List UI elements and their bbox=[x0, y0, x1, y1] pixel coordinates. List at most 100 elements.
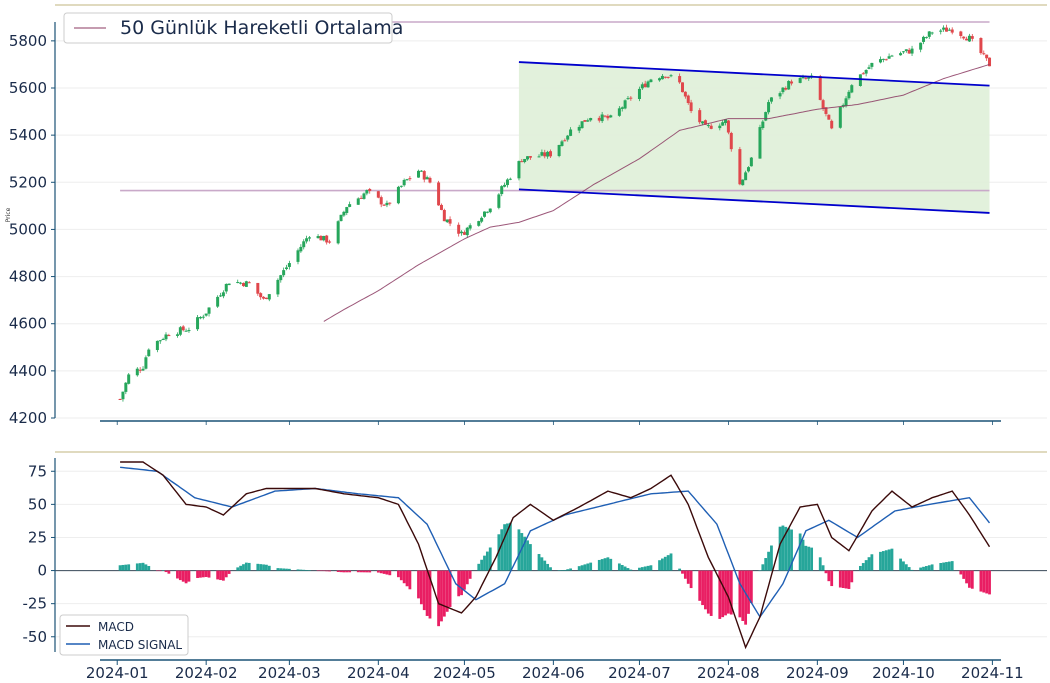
macd-legend: MACD MACD SIGNAL bbox=[59, 614, 189, 656]
candle-up bbox=[196, 317, 200, 330]
histogram-bar-positive bbox=[500, 529, 504, 571]
candle-up bbox=[623, 100, 627, 109]
candle-up bbox=[927, 31, 931, 37]
candle-down bbox=[686, 95, 690, 103]
candle-down bbox=[319, 235, 323, 241]
histogram-bar-negative bbox=[388, 570, 392, 576]
candle-down bbox=[689, 102, 693, 112]
candle-down bbox=[376, 191, 380, 198]
candle-down bbox=[666, 76, 670, 78]
histogram-bar-negative bbox=[178, 570, 182, 581]
histogram-bar-negative bbox=[328, 570, 331, 572]
macd-y-tick-label: -50 bbox=[23, 628, 48, 646]
histogram-bar-positive bbox=[586, 563, 590, 571]
histogram-bar-positive bbox=[890, 548, 894, 571]
candle-down bbox=[884, 59, 888, 61]
x-tick-label: 2024-04 bbox=[347, 664, 410, 682]
candle-up bbox=[890, 55, 894, 57]
histogram-bar-positive bbox=[947, 561, 951, 571]
candle-down bbox=[804, 77, 808, 79]
histogram-bar-positive bbox=[669, 553, 673, 571]
candle-up bbox=[305, 238, 309, 242]
candle-up bbox=[919, 42, 923, 50]
histogram-bar-positive bbox=[678, 568, 682, 571]
candle-up bbox=[201, 316, 205, 318]
histogram-bar-positive bbox=[287, 568, 291, 571]
histogram-bar-negative bbox=[744, 570, 748, 625]
histogram-bar-positive bbox=[262, 564, 265, 571]
candle-down bbox=[325, 235, 329, 243]
histogram-bar-positive bbox=[867, 557, 871, 571]
candle-down bbox=[259, 293, 263, 298]
candle-up bbox=[227, 283, 231, 286]
candle-up bbox=[285, 267, 289, 270]
price-y-axis-label: Price bbox=[5, 207, 12, 222]
candle-up bbox=[399, 185, 403, 187]
candle-up bbox=[586, 120, 590, 122]
histogram-bar-negative bbox=[316, 570, 320, 572]
candle-up bbox=[505, 179, 509, 186]
histogram-bar-positive bbox=[770, 545, 773, 571]
candle-up bbox=[187, 330, 191, 332]
histogram-bar-negative bbox=[428, 570, 432, 619]
candle-down bbox=[328, 241, 332, 243]
histogram-bar-negative bbox=[701, 570, 704, 606]
candle-up bbox=[807, 77, 811, 79]
histogram-bar-positive bbox=[658, 560, 661, 571]
candle-up bbox=[483, 211, 487, 217]
candle-up bbox=[287, 263, 291, 267]
candle-up bbox=[500, 186, 504, 195]
candle-down bbox=[442, 209, 446, 222]
candle-down bbox=[262, 296, 266, 299]
candle-down bbox=[680, 82, 684, 93]
candle-down bbox=[821, 100, 825, 109]
candle-up bbox=[497, 194, 501, 208]
candle-up bbox=[537, 156, 541, 158]
histogram-bar-negative bbox=[339, 570, 343, 573]
candle-down bbox=[359, 197, 363, 199]
histogram-bar-negative bbox=[830, 570, 834, 587]
candle-up bbox=[867, 67, 871, 69]
candle-up bbox=[523, 158, 527, 163]
histogram-bar-positive bbox=[910, 569, 914, 571]
candle-up bbox=[141, 368, 145, 371]
histogram-bar-positive bbox=[902, 561, 905, 571]
candle-up bbox=[503, 184, 507, 187]
candle-down bbox=[738, 149, 742, 185]
histogram-bar-positive bbox=[810, 547, 814, 571]
histogram-bar-negative bbox=[841, 570, 845, 588]
histogram-bar-negative bbox=[201, 570, 205, 578]
candle-up bbox=[560, 141, 564, 146]
histogram-bar-negative bbox=[440, 570, 443, 622]
candle-up bbox=[878, 59, 882, 63]
price-y-tick-label: 5600 bbox=[9, 79, 47, 97]
histogram-bar-negative bbox=[709, 570, 713, 616]
histogram-bar-negative bbox=[336, 570, 340, 572]
candle-up bbox=[127, 374, 131, 384]
candle-up bbox=[488, 208, 492, 213]
candle-up bbox=[930, 32, 934, 34]
histogram-bar-positive bbox=[308, 570, 311, 571]
histogram-bar-positive bbox=[787, 528, 791, 571]
price-legend-box bbox=[63, 12, 393, 44]
candle-up bbox=[764, 112, 768, 121]
candle-up bbox=[147, 349, 151, 357]
histogram-bar-positive bbox=[663, 556, 667, 571]
candle-up bbox=[640, 84, 644, 89]
histogram-bar-positive bbox=[761, 564, 765, 571]
price-y-tick-label: 4600 bbox=[9, 315, 47, 333]
candle-up bbox=[316, 236, 320, 239]
candle-up bbox=[858, 74, 862, 87]
candle-up bbox=[175, 334, 179, 336]
histogram-bar-negative bbox=[158, 570, 162, 572]
candle-up bbox=[924, 37, 928, 39]
histogram-bar-negative bbox=[844, 570, 848, 589]
candle-down bbox=[703, 120, 707, 125]
candle-down bbox=[985, 54, 989, 59]
candle-down bbox=[643, 83, 647, 88]
candle-up bbox=[124, 382, 128, 392]
candle-up bbox=[485, 211, 489, 213]
candle-down bbox=[379, 197, 383, 205]
candle-down bbox=[247, 282, 251, 284]
histogram-bar-positive bbox=[942, 562, 946, 571]
